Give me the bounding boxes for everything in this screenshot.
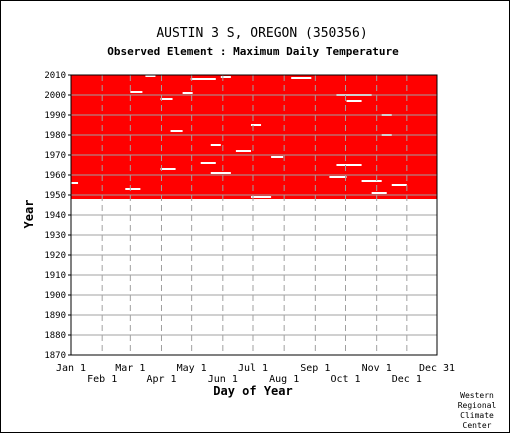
missing-data-gap [250, 196, 272, 198]
missing-data-gap [361, 180, 382, 182]
y-tick-label: 1880 [44, 331, 66, 341]
y-tick-label: 1930 [44, 231, 66, 241]
x-tick-label: Jan 1 [56, 363, 86, 374]
x-tick-label: Apr 1 [146, 374, 176, 385]
missing-data-gap [210, 144, 221, 146]
missing-data-gap [336, 164, 362, 166]
missing-data-gap [271, 156, 284, 158]
missing-data-gap [220, 76, 231, 78]
y-tick-label: 1990 [44, 111, 66, 121]
missing-data-gap [160, 98, 173, 100]
y-tick-label: 1970 [44, 151, 66, 161]
org-line-1: Western [460, 391, 494, 400]
missing-data-gap [200, 162, 216, 164]
missing-data-gap [190, 78, 216, 80]
org-line-2: Regional [458, 401, 497, 410]
org-line-3: Climate [460, 411, 494, 420]
missing-data-gap [250, 124, 262, 126]
x-tick-label: Oct 1 [330, 374, 360, 385]
x-tick-label: Jul 1 [238, 363, 268, 374]
x-tick-label: Jun 1 [208, 374, 238, 385]
org-line-4: Center [463, 421, 492, 430]
x-tick-label: Dec 1 [392, 374, 422, 385]
x-axis-label: Day of Year [213, 384, 292, 398]
x-tick-label: Mar 1 [115, 363, 145, 374]
missing-data-gap [391, 184, 407, 186]
y-tick-label: 1890 [44, 311, 66, 321]
missing-data-gap [170, 130, 183, 132]
chart-subtitle: Observed Element : Maximum Daily Tempera… [107, 45, 399, 58]
missing-data-gap [235, 150, 251, 152]
x-tick-label: Aug 1 [269, 374, 299, 385]
x-tick-label: Feb 1 [87, 374, 117, 385]
missing-data-gap [346, 100, 362, 102]
missing-data-gap [71, 182, 79, 184]
y-tick-labels: 1870 1880 1890 1900 1910 1920 1930 1940 1950 1960… [44, 71, 71, 361]
chart-title: AUSTIN 3 S, OREGON (350356) [156, 26, 367, 41]
data-coverage-block [71, 75, 437, 199]
x-tick-labels: Jan 1 Mar 1 May 1 Jul 1 Sep 1 Nov 1 Dec 31 Feb … [56, 363, 455, 385]
missing-data-gap [371, 192, 387, 194]
y-tick-label: 1960 [44, 171, 66, 181]
org-credit: Western Regional Climate Center [458, 391, 497, 430]
missing-data-gap [329, 176, 347, 178]
x-tick-label: Sep 1 [300, 363, 330, 374]
x-tick-label: Nov 1 [362, 363, 392, 374]
y-tick-label: 2000 [44, 91, 66, 101]
missing-data-gap [182, 92, 193, 94]
y-tick-label: 2010 [44, 71, 66, 81]
missing-data-gap [291, 77, 312, 79]
y-tick-label: 1920 [44, 251, 66, 261]
y-tick-label: 1980 [44, 131, 66, 141]
missing-data-gap [160, 168, 176, 170]
y-tick-label: 1940 [44, 211, 66, 221]
missing-data-gap [210, 172, 231, 174]
missing-data-gap [145, 75, 156, 77]
x-tick-label: May 1 [177, 363, 207, 374]
y-tick-label: 1910 [44, 271, 66, 281]
y-tick-label: 1870 [44, 351, 66, 361]
y-tick-label: 1900 [44, 291, 66, 301]
missing-data-gap [130, 91, 143, 93]
y-axis-label: Year [22, 200, 36, 229]
x-tick-label: Dec 31 [419, 363, 455, 374]
grid-lines [71, 75, 437, 355]
data-layer [71, 75, 437, 199]
y-tick-label: 1950 [44, 191, 66, 201]
missing-data-gap [125, 188, 141, 190]
